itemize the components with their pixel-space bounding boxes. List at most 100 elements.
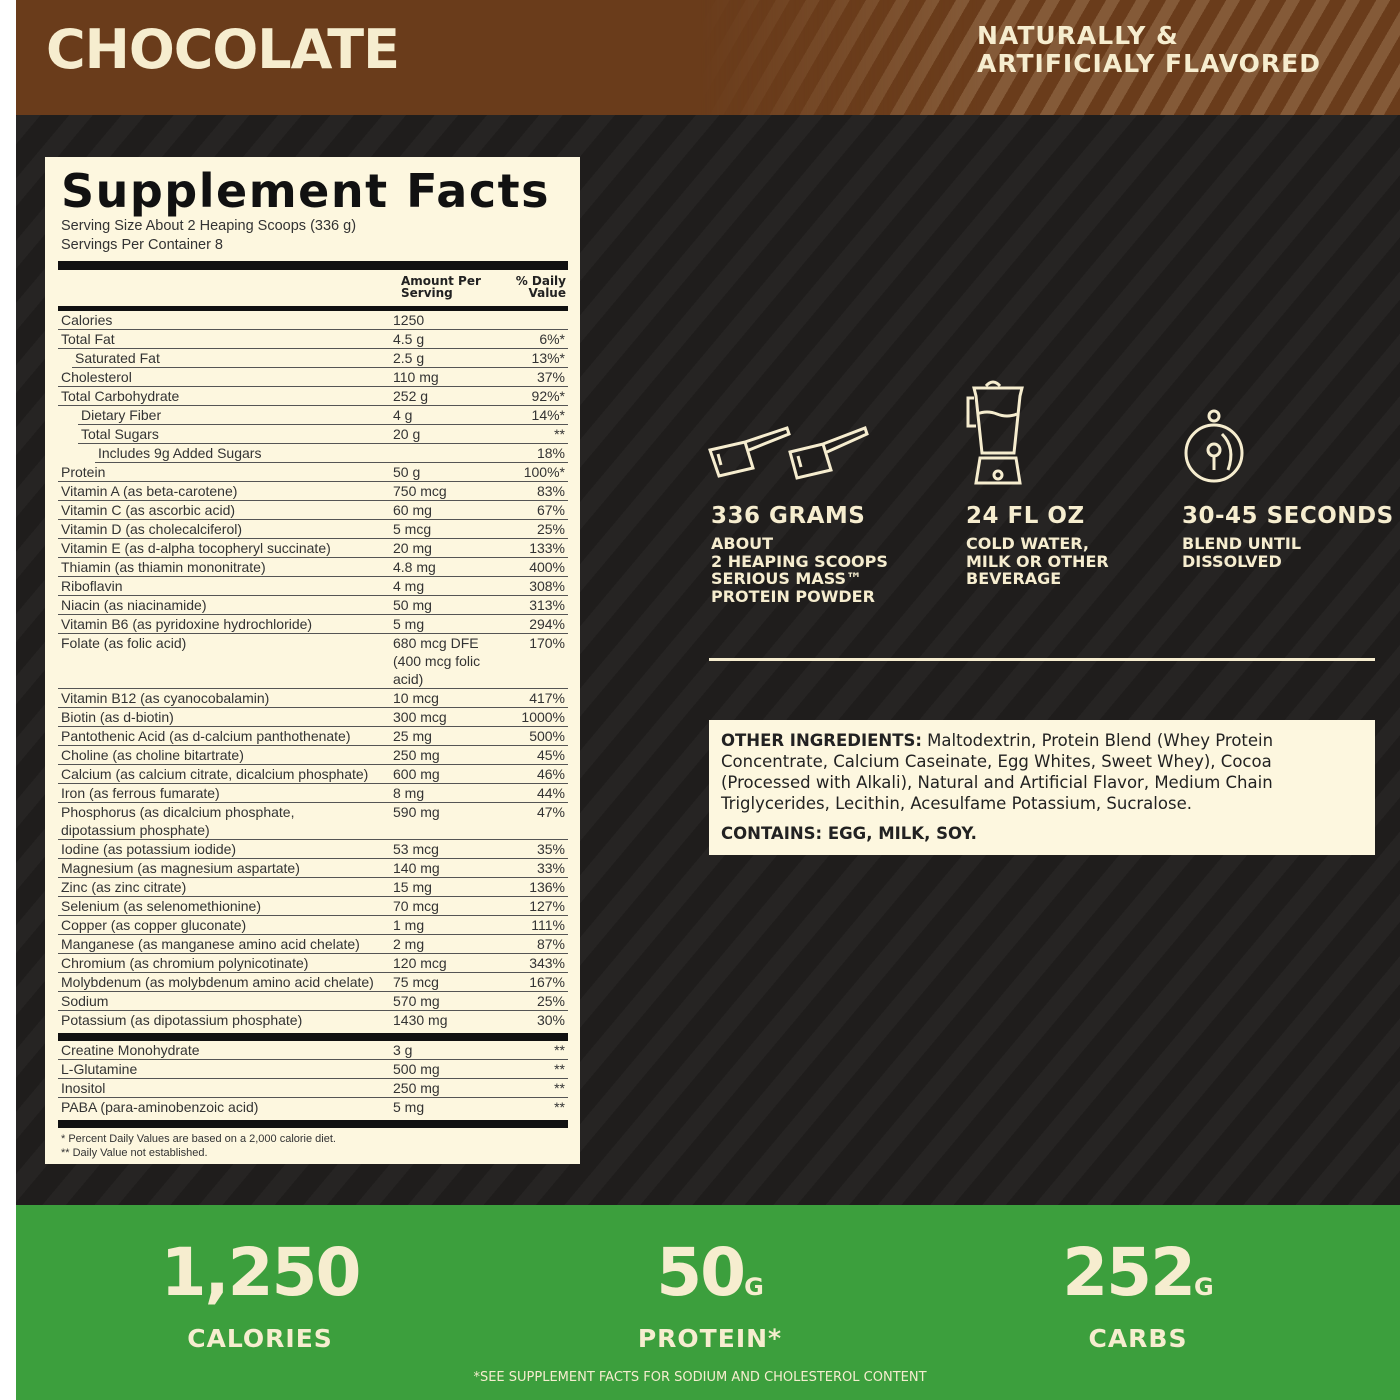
nutrient-amount: 5 mg <box>393 1099 425 1115</box>
flavor-name: CHOCOLATE <box>46 18 400 81</box>
nutrient-row: Cholesterol 110 mg 37% <box>58 368 568 387</box>
nutrient-name: Choline (as choline bitartrate) <box>61 747 244 763</box>
nutrient-row: Dietary Fiber 4 g 14%* <box>78 406 568 425</box>
allergens: CONTAINS: EGG, MILK, SOY. <box>721 824 977 843</box>
nutrient-name: Niacin (as niacinamide) <box>61 597 207 613</box>
nutrient-amount: 680 mcg DFE (400 mcg folic acid) <box>393 635 481 687</box>
nutrient-name: Magnesium (as magnesium aspartate) <box>61 860 300 876</box>
nutrient-amount: 50 g <box>393 464 421 480</box>
nutrient-name: Vitamin D (as cholecalciferol) <box>61 521 243 537</box>
nutrient-dv: 313% <box>529 597 565 613</box>
nutrient-name: Vitamin B12 (as cyanocobalamin) <box>61 690 270 706</box>
nutrient-dv: 33% <box>536 860 565 876</box>
highlight-protein: 50G PROTEIN* <box>610 1238 810 1354</box>
nutrient-name: Folate (as folic acid) <box>61 635 187 651</box>
nutrient-amount: 20 mg <box>393 540 432 556</box>
direction-scoops: 336 GRAMS ABOUT 2 HEAPING SCOOPS SERIOUS M… <box>711 503 888 605</box>
nutrient-amount: 300 mcg <box>393 709 447 725</box>
flavor-header: CHOCOLATE NATURALLY & ARTIFICIALY FLAVOR… <box>16 0 1400 115</box>
other-rows: Creatine Monohydrate 3 g ** L-Glutamine 500 … <box>58 1041 568 1116</box>
column-headers: Amount Per Serving % Daily Value <box>58 270 568 306</box>
nutrient-dv: 136% <box>529 879 565 895</box>
nutrient-amount: 10 mcg <box>393 690 439 706</box>
nutrient-row: Vitamin C (as ascorbic acid) 60 mg 67% <box>58 501 568 520</box>
nutrient-dv: ** <box>554 1080 565 1096</box>
highlight-unit: G <box>744 1273 764 1301</box>
scoops-icon <box>708 426 869 480</box>
nutrient-row: Vitamin A (as beta-carotene) 750 mcg 83% <box>58 482 568 501</box>
detail-line: COLD WATER, <box>966 534 1089 553</box>
nutrient-amount: 4.5 g <box>393 331 425 347</box>
nutrient-dv: ** <box>554 1061 565 1077</box>
nutrient-row: Inositol 250 mg ** <box>58 1079 568 1098</box>
nutrient-dv: ** <box>554 1042 565 1058</box>
nutrient-amount: 750 mcg <box>393 483 447 499</box>
highlight-label: PROTEIN* <box>637 1324 783 1353</box>
nutrient-dv: 67% <box>536 502 565 518</box>
nutrient-dv: 13%* <box>531 350 565 366</box>
divider <box>58 1033 568 1041</box>
nutrient-name: Includes 9g Added Sugars <box>98 445 262 461</box>
direction-liquid: 24 FL OZ COLD WATER, MILK OR OTHER BEVERAG… <box>966 503 1109 588</box>
nutrient-amount: 1 mg <box>393 917 425 933</box>
nutrient-dv: 37% <box>536 369 565 385</box>
nutrient-name: Manganese (as manganese amino acid chela… <box>61 936 360 952</box>
nutrient-dv: 87% <box>536 936 565 952</box>
serving-size: Serving Size About 2 Heaping Scoops (336… <box>61 218 357 234</box>
nutrient-row: Calcium (as calcium citrate, dicalcium p… <box>58 765 568 784</box>
direction-title: 336 GRAMS <box>711 503 866 529</box>
nutrient-amount: 500 mg <box>393 1061 440 1077</box>
detail-line: DISSOLVED <box>1182 551 1282 571</box>
nutrient-amount: 1430 mg <box>393 1012 448 1028</box>
nutrient-name: Biotin (as d-biotin) <box>61 709 174 725</box>
nutrient-dv: 6%* <box>539 331 565 347</box>
nutrient-dv: 92%* <box>531 388 565 404</box>
nutrient-name: Calories <box>61 312 113 328</box>
nutrient-dv: 294% <box>529 616 565 632</box>
dv-header-line: % Daily <box>515 274 566 288</box>
nutrient-amount: 20 g <box>393 426 421 442</box>
nutrient-dv: 1000% <box>521 709 565 725</box>
highlight-value: 252 <box>1062 1234 1196 1311</box>
nutrient-dv: 167% <box>529 974 565 990</box>
footnote: * Percent Daily Values are based on a 2,… <box>61 1133 336 1145</box>
nutrient-dv: 14%* <box>531 407 565 423</box>
nutrient-name: Molybdenum (as molybdenum amino acid che… <box>61 974 374 990</box>
ingredients-box: OTHER INGREDIENTS: Maltodextrin, Protein… <box>709 720 1375 855</box>
nutrient-row: Total Fat 4.5 g 6%* <box>58 330 568 349</box>
highlight-unit: G <box>1194 1273 1214 1301</box>
nutrient-name: Sodium <box>61 993 109 1009</box>
nutrient-row: Pantothenic Acid (as d-calcium panthothe… <box>58 727 568 746</box>
nutrient-row: Protein 50 g 100%* <box>58 463 568 482</box>
nutrient-row: Total Sugars 20 g ** <box>78 425 568 444</box>
nutrient-row: Total Carbohydrate 252 g 92%* <box>58 387 568 406</box>
nutrient-amount: 5 mg <box>393 616 425 632</box>
detail-line: ABOUT <box>711 534 774 553</box>
supplement-facts-panel: Supplement Facts Serving Size About 2 He… <box>45 157 580 1164</box>
nutrient-row: Niacin (as niacinamide) 50 mg 313% <box>58 596 568 615</box>
nutrient-amount <box>393 444 498 462</box>
nutrient-rows: Calories 1250 Total Fat 4.5 g 6%* Saturated F… <box>58 311 568 1029</box>
direction-detail: ABOUT 2 HEAPING SCOOPS SERIOUS MASS™ PROTEI… <box>711 535 888 605</box>
nutrient-dv: 417% <box>529 690 565 706</box>
detail-line: 2 HEAPING SCOOPS <box>711 551 888 571</box>
highlight-carbs: 252G CARBS <box>1038 1238 1238 1354</box>
nutrient-amount: 252 g <box>393 388 429 404</box>
nutrient-name: Copper (as copper gluconate) <box>61 917 247 933</box>
nutrient-name: Riboflavin <box>61 578 123 594</box>
servings-per-container: Servings Per Container 8 <box>61 237 223 253</box>
highlight-value: 1,250 <box>160 1234 362 1311</box>
nutrient-dv: 343% <box>529 955 565 971</box>
nutrient-name: L-Glutamine <box>61 1061 138 1077</box>
nutrient-row: Folate (as folic acid) 680 mcg DFE (400 m… <box>58 634 568 689</box>
direction-title: 30-45 SECONDS <box>1182 503 1394 529</box>
nutrient-name: Potassium (as dipotassium phosphate) <box>61 1012 303 1028</box>
nutrient-name: Total Sugars <box>81 426 159 442</box>
nutrient-dv: 47% <box>536 804 565 820</box>
nutrient-amount: 15 mg <box>393 879 432 895</box>
nutrient-row: Sodium 570 mg 25% <box>58 992 568 1011</box>
flavor-note: NATURALLY & ARTIFICIALY FLAVORED <box>977 22 1321 78</box>
dv-header-line: Value <box>528 286 566 300</box>
nutrient-name: Vitamin B6 (as pyridoxine hydrochloride) <box>61 616 313 632</box>
nutrient-amount: 4 mg <box>393 578 425 594</box>
